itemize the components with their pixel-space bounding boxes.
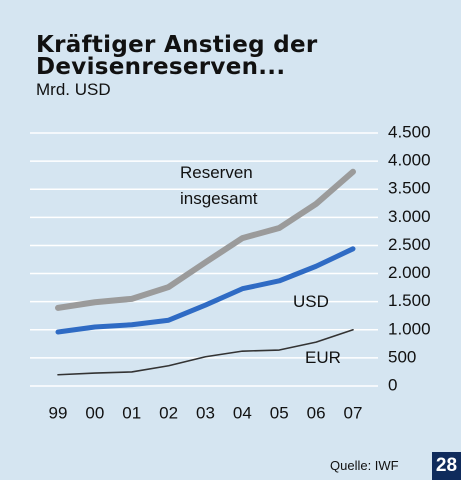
chart-subtitle: Mrd. USD — [36, 80, 111, 99]
x-tick-label: 01 — [122, 403, 141, 422]
series-label: EUR — [305, 348, 341, 367]
y-tick-label: 2.500 — [388, 235, 431, 254]
series-line — [55, 246, 356, 335]
y-tick-label: 1.500 — [388, 291, 431, 310]
x-tick-label: 99 — [49, 403, 68, 422]
y-tick-label: 3.500 — [388, 179, 431, 198]
x-tick-label: 07 — [344, 403, 363, 422]
series-line — [57, 328, 354, 376]
series-line — [55, 168, 356, 311]
source: Quelle: IWF — [330, 458, 399, 473]
series-label: Reserven insgesamt — [180, 163, 258, 208]
y-tick-label: 1.000 — [388, 319, 431, 338]
y-tick-label: 3.000 — [388, 207, 431, 226]
y-tick-label: 0 — [388, 375, 397, 394]
y-tick-label: 4.000 — [388, 151, 431, 170]
series-label: USD — [293, 292, 329, 311]
y-tick-label: 4.500 — [388, 122, 431, 141]
x-tick-label: 03 — [196, 403, 215, 422]
x-tick-label: 06 — [307, 403, 326, 422]
x-tick-label: 02 — [159, 403, 178, 422]
x-tick-label: 04 — [233, 403, 252, 422]
x-tick-label: 00 — [85, 403, 104, 422]
y-tick-label: 500 — [388, 347, 416, 366]
page-number: 28 — [432, 452, 461, 480]
x-tick-label: 05 — [270, 403, 289, 422]
chart-title: Kräftiger Anstieg der Devisenreserven... — [36, 32, 318, 80]
y-tick-label: 2.000 — [388, 263, 431, 282]
